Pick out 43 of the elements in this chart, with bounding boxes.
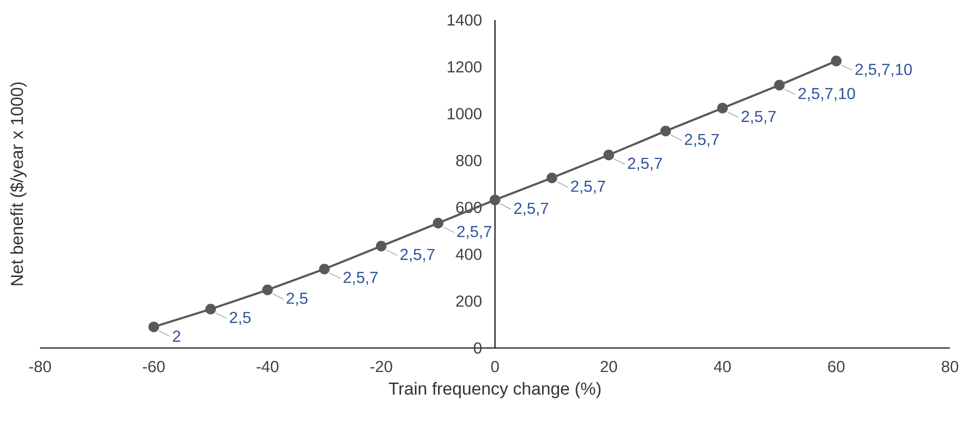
point xyxy=(717,102,728,114)
point xyxy=(205,304,216,314)
annotation: 2,5 xyxy=(286,292,308,306)
x-tick-label: 40 xyxy=(714,360,731,372)
x-axis-title: Train frequency change (%) xyxy=(388,382,601,398)
annotation: 2,5 xyxy=(230,312,251,326)
annotation: 2,5,7 xyxy=(344,272,378,285)
x-tick-label: 80 xyxy=(942,360,958,372)
y-tick-label: 1400 xyxy=(448,14,482,26)
point xyxy=(774,80,785,90)
point xyxy=(262,284,273,296)
x-tick-label: -20 xyxy=(370,360,392,372)
point xyxy=(546,172,558,184)
point xyxy=(148,322,160,332)
x-tick-label: 0 xyxy=(491,360,499,372)
x-tick-label: -40 xyxy=(256,360,278,372)
point xyxy=(490,194,500,206)
annotation: 2 xyxy=(172,330,180,342)
x-tick-label: 60 xyxy=(828,360,845,372)
point xyxy=(660,126,671,136)
y-tick-label: 200 xyxy=(456,295,482,307)
annotation: 2,5,7 xyxy=(400,248,434,262)
y-tick-label: 800 xyxy=(456,154,482,166)
point xyxy=(603,150,614,160)
annotation: 2,5,7 xyxy=(742,110,776,124)
annotation: 2,5,7,10 xyxy=(798,88,855,102)
y-axis-title: Net benefit ($/year x 1000) xyxy=(10,82,26,286)
x-tick-label: 20 xyxy=(600,360,618,372)
annotation: 2,5,7 xyxy=(571,180,606,194)
annotation: 2,5,7 xyxy=(628,158,662,171)
y-tick-label: 1200 xyxy=(448,61,482,73)
point xyxy=(830,56,842,66)
annotation: 2,5,7 xyxy=(457,226,492,240)
annotation: 2,5,7,10 xyxy=(855,64,912,77)
point xyxy=(432,218,444,228)
annotation: 2,5,7 xyxy=(684,134,719,147)
point xyxy=(376,240,387,252)
y-tick-label: 400 xyxy=(456,248,482,260)
annotation: 2,5,7 xyxy=(514,202,548,216)
x-tick-label: -60 xyxy=(142,360,165,372)
x-tick-label: -80 xyxy=(29,360,51,372)
point xyxy=(319,264,330,274)
y-tick-label: 1000 xyxy=(448,108,482,120)
